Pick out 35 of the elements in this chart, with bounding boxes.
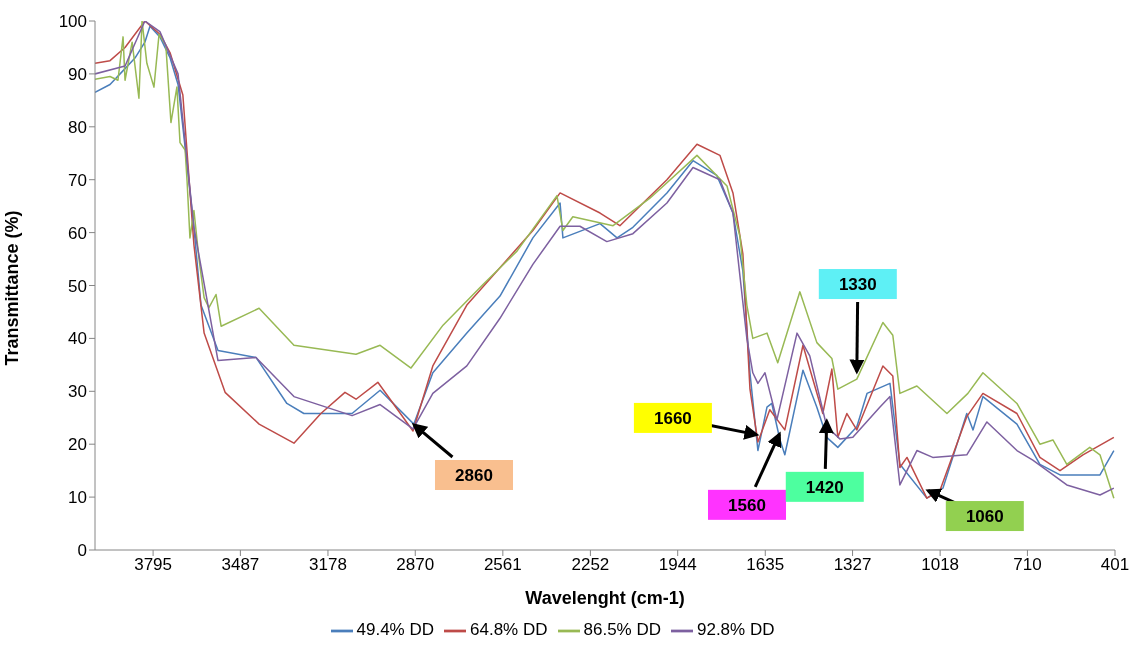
x-tick-label: 710 <box>1013 555 1042 575</box>
y-tick-label: 20 <box>68 435 87 455</box>
x-tick-label: 1944 <box>658 555 697 575</box>
y-tick-label: 60 <box>68 223 87 243</box>
legend-label: 64.8% DD <box>470 620 548 640</box>
x-tick-label: 2252 <box>571 555 610 575</box>
x-tick-label: 2561 <box>483 555 522 575</box>
annotation: 1560 <box>728 495 766 515</box>
x-tick-label: 1327 <box>833 555 872 575</box>
legend-label: 92.8% DD <box>696 620 775 640</box>
annotation: 1330 <box>838 275 877 295</box>
legend-label: 49.4% DD <box>356 620 435 640</box>
x-tick-label: 1635 <box>746 555 785 575</box>
y-axis-title: Transmittance (%) <box>2 210 23 366</box>
annotation: 1420 <box>805 477 844 497</box>
y-tick-label: 10 <box>68 488 87 508</box>
x-tick-label: 401 <box>1100 555 1130 575</box>
annotation: 2860 <box>455 466 493 485</box>
x-tick-label: 2870 <box>396 555 435 575</box>
y-tick-label: 100 <box>58 12 87 32</box>
y-tick-label: 0 <box>77 541 87 561</box>
x-axis-title: Wavelenght (cm-1) <box>525 588 685 608</box>
y-tick-label: 70 <box>68 170 87 190</box>
x-tick-label: 3487 <box>221 555 260 575</box>
y-tick-label: 90 <box>68 64 87 84</box>
annotation: 1060 <box>965 507 1004 527</box>
x-tick-label: 3178 <box>309 555 347 575</box>
x-tick-label: 3795 <box>134 555 173 575</box>
y-tick-label: 30 <box>68 382 87 402</box>
x-tick-label: 1018 <box>921 555 960 575</box>
y-tick-label: 80 <box>68 117 87 137</box>
legend-label: 86.5% DD <box>583 620 661 640</box>
annotation: 1660 <box>653 408 692 428</box>
y-tick-label: 50 <box>68 276 87 296</box>
y-tick-label: 40 <box>68 329 87 349</box>
